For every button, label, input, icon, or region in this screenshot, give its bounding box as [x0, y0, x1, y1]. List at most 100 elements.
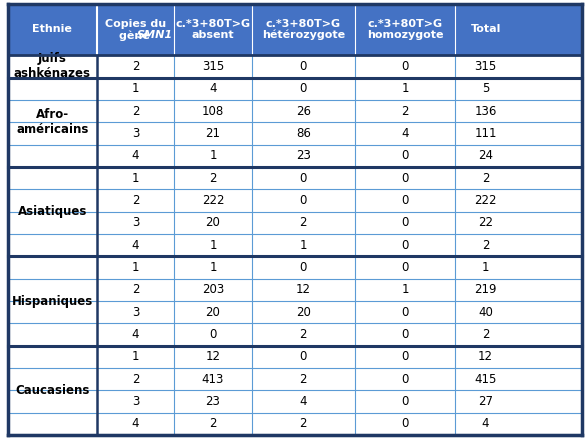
Text: 1: 1: [299, 239, 307, 252]
Text: 1: 1: [401, 284, 409, 296]
Text: 2: 2: [132, 105, 139, 118]
Text: 21: 21: [206, 127, 220, 140]
Text: 0: 0: [209, 328, 217, 341]
Text: 4: 4: [132, 418, 139, 430]
Text: 0: 0: [401, 172, 409, 185]
Text: 20: 20: [206, 217, 220, 229]
Text: 4: 4: [132, 239, 139, 252]
Text: SMN1: SMN1: [137, 30, 173, 41]
Text: 219: 219: [474, 284, 497, 296]
Text: 4: 4: [482, 418, 489, 430]
Text: 86: 86: [296, 127, 311, 140]
Text: homozygote: homozygote: [367, 30, 444, 40]
Text: 1: 1: [132, 351, 139, 363]
Text: c.*3+80T>G: c.*3+80T>G: [266, 19, 341, 29]
Text: 12: 12: [478, 351, 493, 363]
Text: 2: 2: [132, 284, 139, 296]
Text: 2: 2: [482, 172, 489, 185]
Text: 12: 12: [296, 284, 311, 296]
Text: 0: 0: [299, 261, 307, 274]
Text: Juifs
ashkénazes: Juifs ashkénazes: [13, 52, 91, 81]
Text: 2: 2: [482, 239, 489, 252]
Text: absent: absent: [192, 30, 234, 40]
Text: 23: 23: [206, 395, 220, 408]
Text: 4: 4: [401, 127, 409, 140]
Text: 20: 20: [206, 306, 220, 319]
Text: 1: 1: [209, 239, 217, 252]
Text: 3: 3: [132, 217, 139, 229]
Text: 1: 1: [132, 172, 139, 185]
Text: 2: 2: [401, 105, 409, 118]
Text: 0: 0: [401, 194, 409, 207]
Text: 0: 0: [401, 395, 409, 408]
Text: 108: 108: [202, 105, 224, 118]
Text: 4: 4: [299, 395, 307, 408]
Text: 2: 2: [132, 373, 139, 386]
Text: 2: 2: [299, 328, 307, 341]
Text: 136: 136: [475, 105, 497, 118]
Text: 0: 0: [299, 351, 307, 363]
Text: 1: 1: [401, 82, 409, 95]
Text: 0: 0: [401, 149, 409, 162]
Text: 0: 0: [299, 60, 307, 73]
Text: 222: 222: [202, 194, 224, 207]
Text: 2: 2: [209, 172, 217, 185]
Text: 5: 5: [482, 82, 489, 95]
Text: Ethnie: Ethnie: [32, 25, 72, 34]
Text: 0: 0: [401, 418, 409, 430]
Text: 0: 0: [401, 306, 409, 319]
Text: 4: 4: [132, 149, 139, 162]
Text: 23: 23: [296, 149, 311, 162]
Text: 222: 222: [474, 194, 497, 207]
Text: 0: 0: [401, 351, 409, 363]
Text: 0: 0: [401, 261, 409, 274]
Text: 2: 2: [132, 194, 139, 207]
Text: 27: 27: [478, 395, 493, 408]
Text: 0: 0: [401, 217, 409, 229]
Text: 0: 0: [299, 194, 307, 207]
Text: 3: 3: [132, 127, 139, 140]
Text: 4: 4: [209, 82, 217, 95]
Text: 1: 1: [482, 261, 489, 274]
Text: 22: 22: [478, 217, 493, 229]
Text: 26: 26: [296, 105, 311, 118]
Text: Afro-
américains: Afro- américains: [16, 108, 88, 136]
Text: 2: 2: [299, 418, 307, 430]
Text: 0: 0: [401, 328, 409, 341]
Text: 3: 3: [132, 395, 139, 408]
Text: 1: 1: [132, 82, 139, 95]
Text: 3: 3: [132, 306, 139, 319]
Text: 0: 0: [401, 373, 409, 386]
Bar: [8, 4, 582, 55]
Text: 2: 2: [299, 373, 307, 386]
Text: 1: 1: [209, 149, 217, 162]
Text: 40: 40: [478, 306, 493, 319]
Text: 2: 2: [299, 217, 307, 229]
Text: 20: 20: [296, 306, 311, 319]
Text: Total: Total: [471, 25, 501, 34]
Text: 12: 12: [206, 351, 220, 363]
Text: 0: 0: [299, 172, 307, 185]
Text: gène: gène: [120, 30, 154, 41]
Text: 2: 2: [209, 418, 217, 430]
Text: 0: 0: [401, 239, 409, 252]
Text: 315: 315: [475, 60, 497, 73]
Text: 111: 111: [474, 127, 497, 140]
Text: 415: 415: [475, 373, 497, 386]
Text: c.*3+80T>G: c.*3+80T>G: [175, 19, 251, 29]
Text: 1: 1: [132, 261, 139, 274]
Text: Hispaniques: Hispaniques: [12, 295, 93, 307]
Text: Copies du: Copies du: [105, 19, 166, 29]
Text: hétérozygote: hétérozygote: [262, 30, 345, 40]
Text: 24: 24: [478, 149, 493, 162]
Text: 203: 203: [202, 284, 224, 296]
Text: 4: 4: [132, 328, 139, 341]
Text: 2: 2: [482, 328, 489, 341]
Text: 315: 315: [202, 60, 224, 73]
Text: c.*3+80T>G: c.*3+80T>G: [367, 19, 443, 29]
Text: 1: 1: [209, 261, 217, 274]
Text: 2: 2: [132, 60, 139, 73]
Text: 413: 413: [202, 373, 224, 386]
Text: 0: 0: [299, 82, 307, 95]
Text: Asiatiques: Asiatiques: [18, 205, 87, 218]
